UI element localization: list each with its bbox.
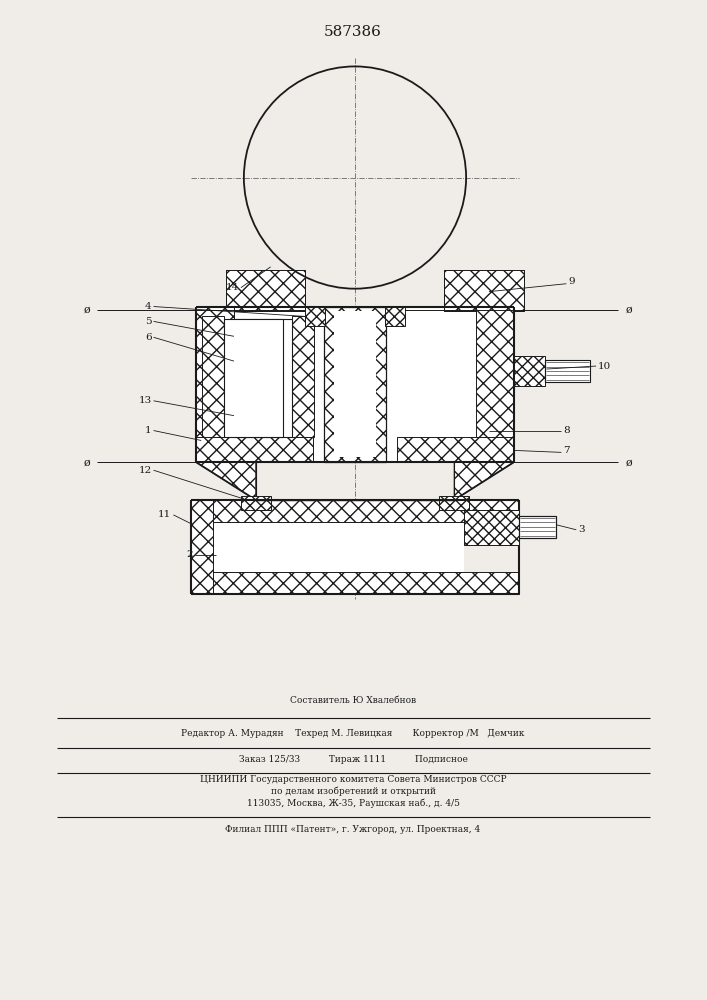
Bar [197,308,513,461]
Bar [192,500,213,594]
Bar [514,356,546,386]
Bar [476,307,514,462]
Text: Заказ 125/33          Тираж 1111          Подписное: Заказ 125/33 Тираж 1111 Подписное [238,755,467,764]
Bar [439,496,469,510]
Bar [305,307,325,326]
Bar [192,572,519,594]
Bar [397,437,514,462]
Polygon shape [197,462,256,500]
Bar [197,437,313,462]
Text: 113035, Москва, Ж-35, Раушская наб., д. 4/5: 113035, Москва, Ж-35, Раушская наб., д. … [247,799,460,808]
Text: по делам изобретений и открытий: по делам изобретений и открытий [271,787,436,796]
Text: 8: 8 [563,426,570,435]
Text: 5: 5 [145,317,151,326]
Text: Редактор А. Мурадян    Техред М. Левицкая       Корректор /М   Демчик: Редактор А. Мурадян Техред М. Левицкая К… [181,729,525,738]
Bar [546,360,590,382]
Bar [325,307,386,462]
Text: 587386: 587386 [324,25,382,39]
Bar [464,510,519,545]
Bar [213,522,464,572]
Polygon shape [226,270,305,311]
Bar [444,270,524,311]
Bar [224,319,283,437]
Text: ЦНИИПИ Государственного комитета Совета Министров СССР: ЦНИИПИ Государственного комитета Совета … [199,775,506,784]
Text: 1: 1 [145,426,151,435]
Bar [234,319,293,437]
Text: Составитель Ю Хвалебнов: Составитель Ю Хвалебнов [290,696,416,705]
Text: 6: 6 [145,333,151,342]
Bar [202,316,224,437]
Bar [519,516,556,538]
Text: 13: 13 [139,396,151,405]
Bar [385,307,404,326]
Text: 11: 11 [158,510,171,519]
Text: ø: ø [626,305,633,315]
Text: ø: ø [626,457,633,467]
Bar [197,307,234,462]
Text: Филиал ППП «Патент», г. Ужгород, ул. Проектная, 4: Филиал ППП «Патент», г. Ужгород, ул. Про… [226,825,481,834]
Text: 3: 3 [578,525,585,534]
Text: ø: ø [83,305,90,315]
Text: 10: 10 [598,362,612,371]
Text: 7: 7 [563,446,570,455]
Text: 12: 12 [139,466,151,475]
Bar [192,500,519,522]
Polygon shape [454,462,514,500]
Text: 2: 2 [187,550,193,559]
Polygon shape [444,270,524,311]
Bar [241,496,271,510]
Bar [293,316,315,437]
Bar [226,270,305,311]
Text: 4: 4 [145,302,151,311]
Text: ø: ø [83,457,90,467]
Bar [334,311,376,457]
Text: 14: 14 [226,283,239,292]
Text: 9: 9 [568,277,575,286]
